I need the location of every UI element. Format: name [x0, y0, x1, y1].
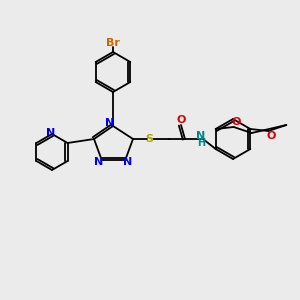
Text: N: N — [46, 128, 56, 138]
Text: N: N — [94, 157, 103, 167]
Text: O: O — [176, 115, 186, 125]
Text: S: S — [145, 134, 153, 144]
Text: H: H — [197, 138, 205, 148]
Text: N: N — [196, 131, 206, 141]
Text: Br: Br — [106, 38, 120, 48]
Text: N: N — [105, 118, 115, 128]
Text: O: O — [267, 131, 276, 141]
Text: O: O — [232, 117, 242, 127]
Text: N: N — [123, 157, 133, 167]
